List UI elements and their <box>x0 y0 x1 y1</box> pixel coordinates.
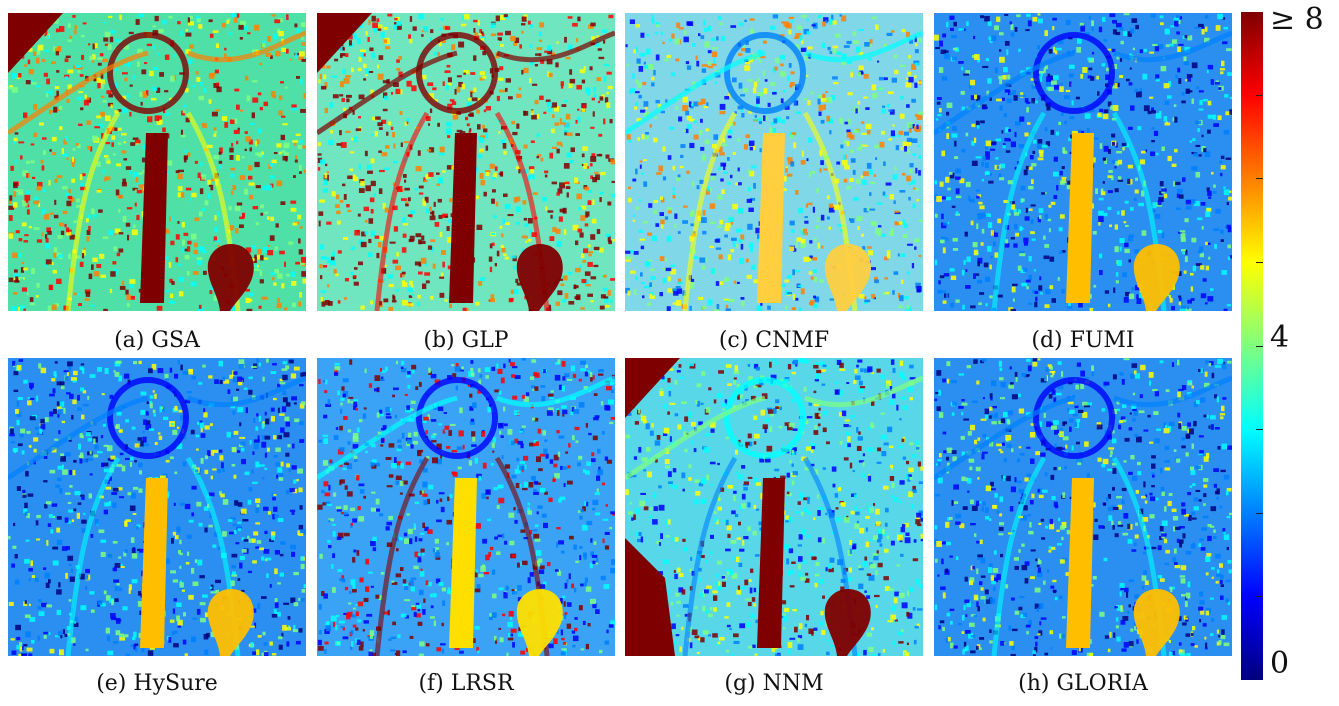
error-map-cnmf <box>625 13 923 311</box>
caption-lrsr: (f) LRSR <box>418 671 514 696</box>
colorbar-tick <box>1256 513 1263 514</box>
error-map-lrsr <box>317 358 615 656</box>
error-map-gloria <box>934 358 1232 656</box>
caption-nnm: (g) NNM <box>724 671 824 696</box>
colorbar-label-max: ≥ 8 <box>1270 2 1324 37</box>
error-map-gsa <box>8 13 306 311</box>
caption-gloria: (h) GLORIA <box>1018 671 1148 696</box>
caption-fumi: (d) FUMI <box>1031 328 1135 353</box>
colorbar-tick <box>1256 429 1263 430</box>
colorbar-tick <box>1256 95 1263 96</box>
error-map-glp <box>317 13 615 311</box>
colorbar-tick <box>1256 596 1263 597</box>
caption-glp: (b) GLP <box>423 328 509 353</box>
colorbar-tick <box>1256 178 1263 179</box>
colorbar-label-mid: 4 <box>1270 320 1290 355</box>
error-map-fumi <box>934 13 1232 311</box>
caption-gsa: (a) GSA <box>114 328 200 353</box>
error-map-nnm <box>625 358 923 656</box>
error-map-hysure <box>8 358 306 656</box>
colorbar-tick <box>1256 262 1263 263</box>
colorbar-tick <box>1256 346 1263 347</box>
caption-hysure: (e) HySure <box>96 671 218 696</box>
colorbar-label-min: 0 <box>1270 646 1290 681</box>
caption-cnmf: (c) CNMF <box>718 328 830 353</box>
